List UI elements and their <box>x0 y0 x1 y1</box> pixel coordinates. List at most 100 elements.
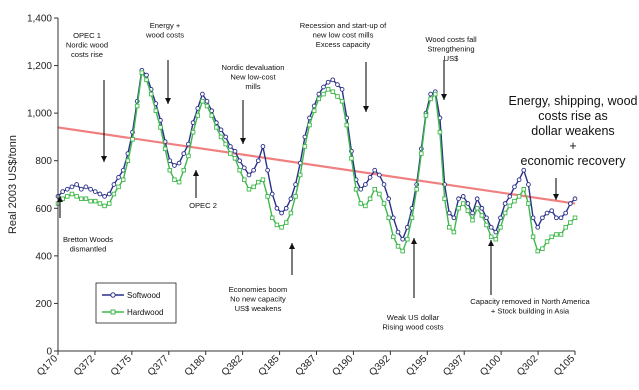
data-point <box>237 167 242 173</box>
annotation-text: Bretton Woods dismantled <box>63 235 113 254</box>
annotation-line: Energy + <box>150 21 181 30</box>
series-markers-hardwood <box>55 70 578 254</box>
data-point <box>251 167 256 173</box>
y-axis-title: Real 2003 US$/tonn <box>7 135 19 234</box>
data-point <box>558 232 564 237</box>
annotation-text: Weak US dollar Rising wood costs <box>382 313 443 332</box>
annotation-arrowhead <box>411 238 417 244</box>
data-point <box>372 187 377 192</box>
data-point <box>83 196 89 202</box>
data-point <box>190 129 196 135</box>
data-point <box>116 175 121 180</box>
data-point <box>386 215 391 221</box>
data-point <box>186 153 191 159</box>
data-point <box>228 151 233 156</box>
data-point <box>405 236 410 242</box>
data-point <box>330 89 336 94</box>
data-point <box>293 182 298 187</box>
data-point <box>256 179 261 185</box>
annotation-line: No new capacity <box>230 295 286 304</box>
trend-layer <box>57 126 576 205</box>
annotation-line: US$ weakens <box>235 304 282 313</box>
data-point <box>465 208 471 213</box>
data-point <box>470 217 475 223</box>
data-point <box>69 184 75 190</box>
y-tick-label: 1,200 <box>27 61 52 72</box>
data-point <box>265 194 270 199</box>
annotation-text: Energy, shipping, wood costs rise as dolla… <box>508 94 637 168</box>
annotation-text: Energy + wood costs <box>145 21 184 40</box>
annotation-line: economic recovery <box>521 154 627 168</box>
annotation-text: Capacity removed in North America + Stock… <box>470 297 590 316</box>
data-point <box>526 182 531 187</box>
annotation-line: mills <box>245 82 260 91</box>
data-point <box>172 163 177 168</box>
data-point <box>493 229 499 235</box>
annotation-line: + Stock building in Asia <box>491 307 570 316</box>
data-point <box>572 215 578 221</box>
y-tick-label: 400 <box>35 251 52 262</box>
data-point <box>456 196 461 202</box>
annotation-line: Economies boom <box>229 285 288 294</box>
y-tick-label: 600 <box>35 204 52 215</box>
data-point <box>544 239 550 244</box>
data-point <box>535 224 541 230</box>
data-point <box>162 146 168 152</box>
data-point <box>512 198 517 204</box>
data-point <box>74 182 79 187</box>
data-point <box>363 182 368 187</box>
y-tick-label: 200 <box>35 299 52 310</box>
data-point <box>97 201 103 206</box>
annotation-arrowhead <box>441 94 447 100</box>
annotation-text: Economies boom No new capacity US$ weakens <box>229 285 288 313</box>
annotation-line: Strengthening <box>427 45 474 54</box>
annotation-arrowhead <box>101 156 107 162</box>
data-point <box>279 225 284 230</box>
annotation-line: costs rise as <box>538 109 607 123</box>
data-point <box>148 91 154 97</box>
annotation-line: Rising wood costs <box>382 323 443 332</box>
data-point <box>74 194 79 199</box>
data-point <box>265 167 270 173</box>
data-point <box>325 87 331 92</box>
data-point <box>116 184 121 190</box>
data-point <box>218 134 224 140</box>
data-point <box>144 72 149 78</box>
data-point <box>386 196 392 202</box>
data-point <box>419 151 424 156</box>
data-point <box>521 167 527 173</box>
data-point <box>255 158 261 164</box>
data-point <box>460 201 466 206</box>
data-point <box>372 167 378 173</box>
annotation-line: OPEC 1 <box>73 31 101 40</box>
data-point <box>321 84 326 90</box>
data-point <box>200 98 205 104</box>
data-point <box>563 210 569 216</box>
legend-swatch-marker <box>110 309 116 315</box>
data-point <box>381 201 387 206</box>
data-point <box>223 141 228 147</box>
data-point <box>144 77 149 83</box>
data-point <box>563 225 568 230</box>
data-point <box>283 205 289 211</box>
data-point <box>181 151 187 156</box>
data-point <box>549 234 554 240</box>
data-point <box>446 225 452 230</box>
data-point <box>246 187 252 192</box>
data-point <box>470 210 475 216</box>
data-point <box>106 191 112 197</box>
annotation-arrowhead <box>488 240 494 246</box>
annotation-line: + <box>569 139 576 153</box>
annotation-line: dollar weakens <box>531 124 614 138</box>
data-point <box>377 172 382 178</box>
annotation-arrowhead <box>363 106 369 112</box>
data-point <box>232 148 238 154</box>
legend-label: Hardwood <box>127 308 163 317</box>
data-point <box>106 201 112 206</box>
data-point <box>442 196 447 202</box>
annotation-line: OPEC 2 <box>189 201 217 210</box>
data-point <box>274 222 280 228</box>
data-point <box>288 196 294 202</box>
data-point <box>316 96 322 102</box>
data-point <box>153 108 159 114</box>
